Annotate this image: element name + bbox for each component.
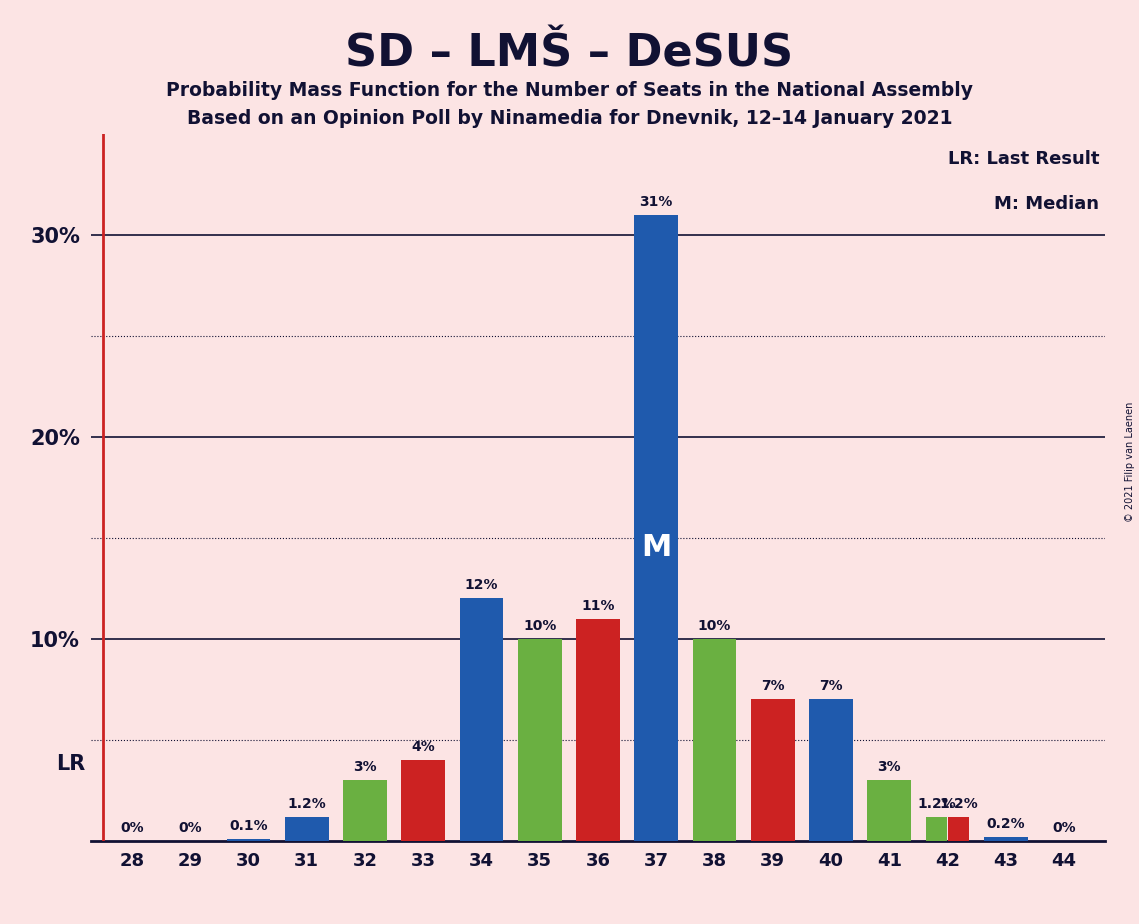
- Bar: [926, 817, 948, 841]
- Bar: [518, 638, 562, 841]
- Bar: [634, 214, 678, 841]
- Bar: [343, 780, 387, 841]
- Text: 31%: 31%: [639, 195, 673, 209]
- Text: 7%: 7%: [761, 679, 785, 693]
- Bar: [460, 599, 503, 841]
- Text: M: Median: M: Median: [994, 195, 1099, 213]
- Bar: [227, 839, 270, 841]
- Bar: [285, 817, 328, 841]
- Bar: [401, 760, 445, 841]
- Text: 0.2%: 0.2%: [986, 817, 1025, 831]
- Bar: [693, 638, 736, 841]
- Text: LR: Last Result: LR: Last Result: [948, 150, 1099, 168]
- Bar: [576, 619, 620, 841]
- Text: 0%: 0%: [1052, 821, 1076, 834]
- Bar: [751, 699, 795, 841]
- Text: 10%: 10%: [698, 619, 731, 633]
- Bar: [984, 837, 1027, 841]
- Text: 0%: 0%: [120, 821, 144, 834]
- Text: 12%: 12%: [465, 578, 498, 592]
- Text: 10%: 10%: [523, 619, 557, 633]
- Text: Based on an Opinion Poll by Ninamedia for Dnevnik, 12–14 January 2021: Based on an Opinion Poll by Ninamedia fo…: [187, 109, 952, 128]
- Text: LR: LR: [56, 754, 85, 774]
- Text: 3%: 3%: [877, 760, 901, 774]
- Text: 1.2%: 1.2%: [939, 796, 977, 810]
- Text: 3%: 3%: [353, 760, 377, 774]
- Bar: [809, 699, 853, 841]
- Bar: [868, 780, 911, 841]
- Text: © 2021 Filip van Laenen: © 2021 Filip van Laenen: [1125, 402, 1134, 522]
- Text: 11%: 11%: [581, 599, 615, 613]
- Text: 1.2%: 1.2%: [287, 796, 326, 810]
- Text: 0.1%: 0.1%: [229, 819, 268, 833]
- Text: SD – LMŠ – DeSUS: SD – LMŠ – DeSUS: [345, 32, 794, 76]
- Text: Probability Mass Function for the Number of Seats in the National Assembly: Probability Mass Function for the Number…: [166, 81, 973, 101]
- Text: 4%: 4%: [411, 740, 435, 754]
- Bar: [948, 817, 969, 841]
- Text: 1.2%: 1.2%: [917, 796, 956, 810]
- Text: 7%: 7%: [819, 679, 843, 693]
- Text: M: M: [641, 533, 671, 563]
- Text: 0%: 0%: [179, 821, 202, 834]
